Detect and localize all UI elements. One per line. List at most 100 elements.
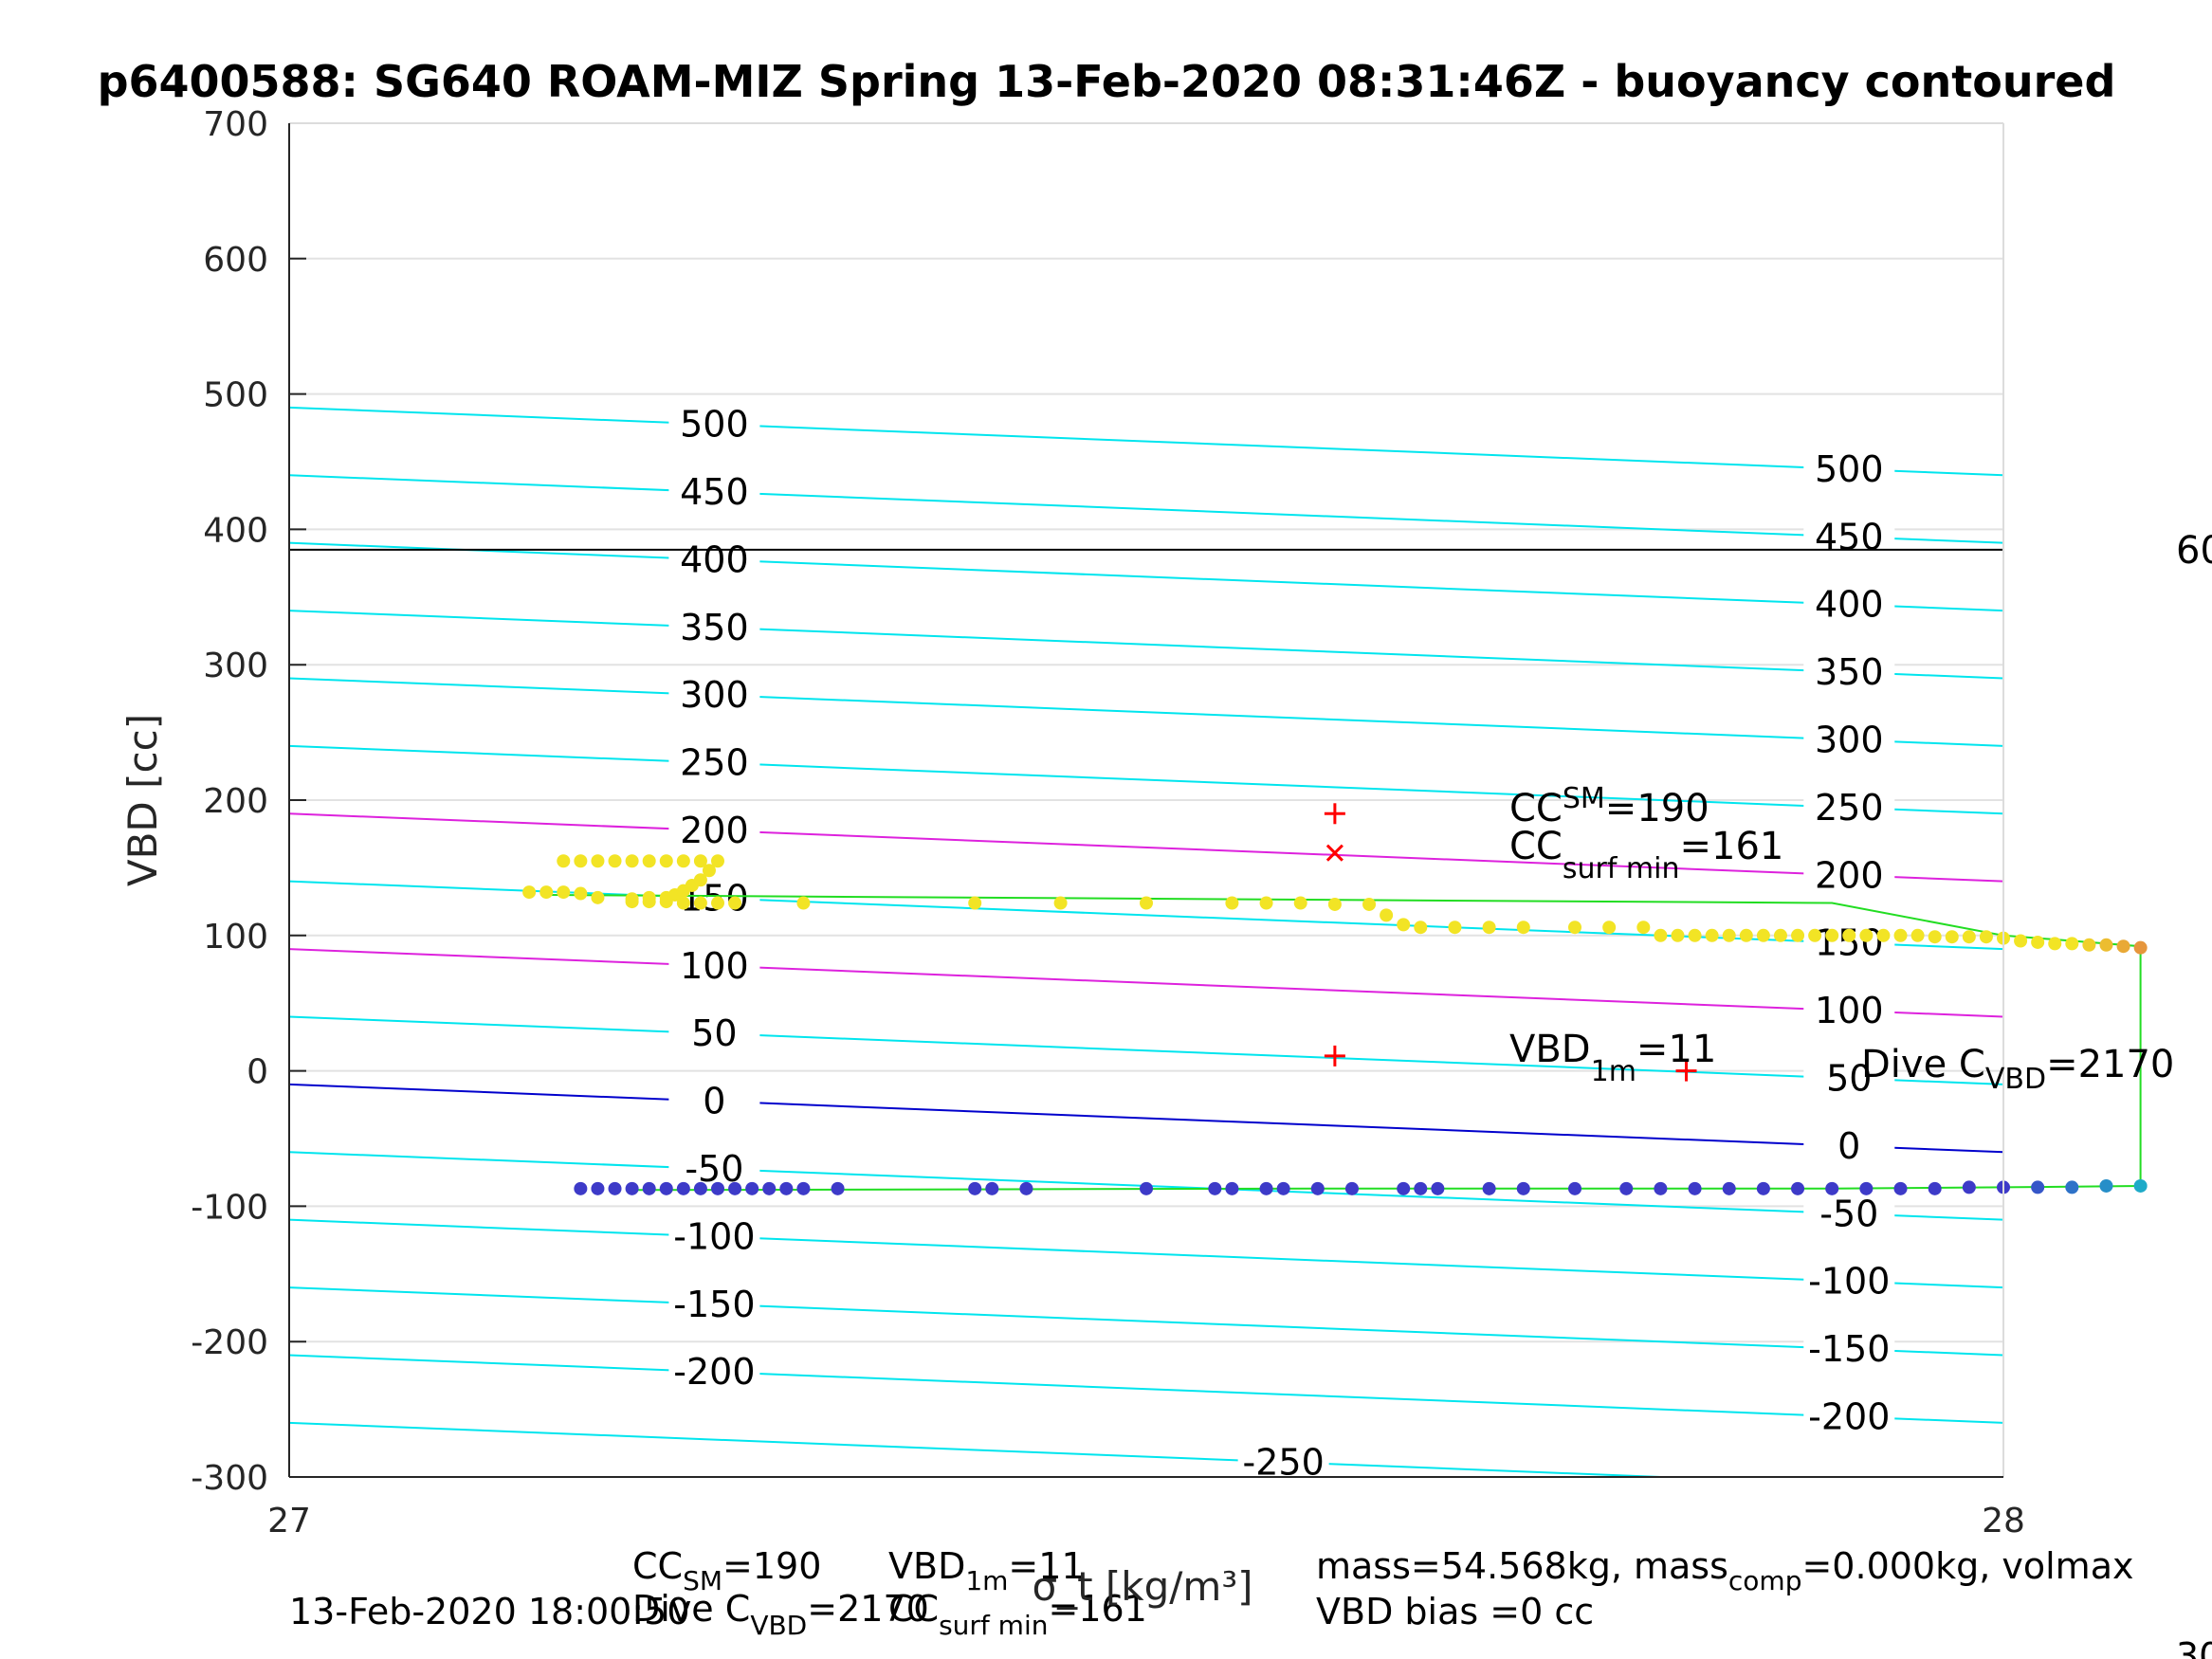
chart-title: p6400588: SG640 ROAM-MIZ Spring 13-Feb-2… — [98, 56, 2116, 107]
contour-label-left-bg — [668, 1283, 760, 1325]
annotation-cc-sm-base: CC — [1509, 787, 1563, 830]
climb-point — [557, 885, 571, 900]
dive-point — [745, 1181, 759, 1195]
annotation-vbd-1m: VBD1m=11 — [1509, 1028, 1716, 1088]
contour-label-right-bg — [1803, 583, 1895, 626]
annotation-dive-c-vbd: Dive CVBD=2170 — [1861, 1043, 2174, 1096]
annotation-dive-c-vbd-sub: VBD — [1985, 1063, 2046, 1096]
climb-point — [1654, 928, 1668, 942]
y-tick-label: 400 — [203, 511, 268, 550]
x-tick-label: 28 — [1982, 1502, 2025, 1540]
dive-point — [1482, 1181, 1496, 1195]
dive-point — [831, 1181, 845, 1195]
y-tick-label: -100 — [191, 1188, 268, 1227]
dive-point — [608, 1181, 622, 1195]
contour-label-right: 500 — [1815, 448, 1884, 490]
y-tick-label: -200 — [191, 1323, 268, 1362]
dive-point — [676, 1181, 690, 1195]
data-points — [522, 854, 2148, 1195]
dive-point — [1310, 1181, 1325, 1195]
contour-label-right-bg — [1803, 854, 1895, 897]
contour-label-right-bg — [1803, 1124, 1895, 1167]
climb-point — [1380, 908, 1394, 922]
dive-point — [1756, 1181, 1770, 1195]
dive-point — [968, 1181, 982, 1195]
dive-point — [1225, 1181, 1239, 1195]
y-tick-label: 700 — [203, 105, 268, 144]
x-axis-label: σ_t [kg/m³] — [1032, 1563, 1252, 1610]
climb-point — [2065, 937, 2079, 951]
contour-label-left: 300 — [680, 674, 749, 716]
contour-label-left-bg — [668, 674, 760, 717]
dive-point — [659, 1181, 673, 1195]
contour-label-left: -100 — [673, 1215, 755, 1257]
annotation-cc-sm-value: =190 — [1605, 787, 1709, 830]
climb-point — [1739, 928, 1753, 942]
footer-vbd-bias: VBD bias =0 cc — [1316, 1591, 1594, 1632]
contour-label-left-bg — [668, 1351, 760, 1394]
climb-point — [625, 895, 639, 909]
climb-point — [1859, 928, 1874, 942]
contour-label-left-bg — [668, 809, 760, 851]
climb-point — [1482, 921, 1496, 935]
climb-point — [1516, 921, 1530, 935]
footer-vbd-1m-sub: 1m — [965, 1565, 1008, 1596]
contour-line — [289, 406, 2003, 477]
climb-point — [1414, 921, 1428, 935]
dive-point — [1208, 1181, 1222, 1195]
contour-label-right: 400 — [1815, 584, 1884, 626]
annotation-cc-surf-min-base: CC — [1509, 825, 1563, 868]
contour-label-left-bg — [668, 403, 760, 446]
dive-point — [642, 1181, 656, 1195]
contour-label-right-bg — [1803, 1395, 1895, 1438]
contour-label-right: 250 — [1815, 787, 1884, 829]
contour-label-bottom: -250 — [1243, 1441, 1325, 1483]
dive-point — [1019, 1181, 1033, 1195]
dive-point — [1414, 1181, 1428, 1195]
contour-label-left: 50 — [691, 1012, 737, 1054]
contour-label-left-bg — [668, 944, 760, 987]
y-tick-label: -300 — [191, 1459, 268, 1498]
climb-point — [1928, 930, 1942, 944]
dive-point — [591, 1181, 605, 1195]
dive-point — [1259, 1181, 1273, 1195]
dive-point — [728, 1181, 742, 1195]
contour-label-right-bg — [1803, 990, 1895, 1032]
climb-point — [676, 896, 690, 910]
contour-line — [289, 1083, 2003, 1154]
climb-point — [796, 896, 811, 910]
climb-point — [2133, 940, 2148, 955]
climb-point — [2099, 938, 2113, 952]
dive-point — [779, 1181, 794, 1195]
climb-point — [1842, 928, 1856, 942]
climb-point — [1791, 928, 1805, 942]
climb-point — [659, 895, 673, 909]
climb-point — [1397, 918, 1411, 932]
climb-point — [2116, 939, 2130, 954]
climb-point — [728, 896, 742, 910]
climb-point — [642, 854, 656, 868]
dive-point — [574, 1181, 588, 1195]
climb-point — [1962, 930, 1976, 944]
contour-line — [289, 1286, 2003, 1357]
footer-dive-c-vbd-base: Dive C — [632, 1588, 750, 1630]
dive-point — [1791, 1181, 1805, 1195]
climb-point — [1293, 896, 1307, 910]
contour-label-left: 350 — [680, 607, 749, 648]
climb-point — [693, 873, 707, 887]
footer-cc-surf-min-base: CC — [888, 1588, 939, 1630]
contour-line — [289, 812, 2003, 883]
contour-label-right: 450 — [1815, 516, 1884, 557]
climb-point — [1362, 897, 1377, 911]
climb-point — [1568, 921, 1581, 935]
climb-point — [1259, 896, 1273, 910]
contour-label-right: 100 — [1815, 990, 1884, 1031]
y-tick-label: 600 — [203, 241, 268, 280]
footer-mass-rest: =0.000kg, volmax — [1801, 1545, 2133, 1587]
annotation-vbd-1m-sub: 1m — [1591, 1055, 1636, 1088]
climb-point — [2014, 934, 2028, 948]
climb-point — [1602, 921, 1617, 935]
climb-point — [1825, 928, 1839, 942]
contour-line — [289, 1015, 2003, 1085]
annotation-cc-sm: CCSM=190 — [1509, 782, 1709, 830]
